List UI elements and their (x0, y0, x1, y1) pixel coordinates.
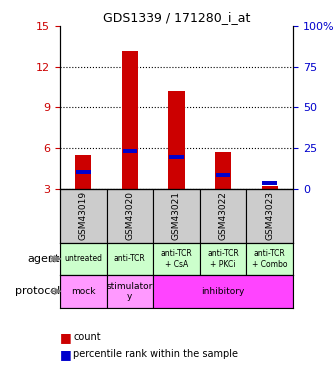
FancyBboxPatch shape (107, 189, 153, 243)
FancyBboxPatch shape (246, 189, 293, 243)
Text: anti-TCR
+ CsA: anti-TCR + CsA (161, 249, 192, 268)
FancyBboxPatch shape (153, 189, 200, 243)
Text: anti-TCR
+ PKCi: anti-TCR + PKCi (207, 249, 239, 268)
Text: percentile rank within the sample: percentile rank within the sample (73, 350, 238, 359)
Text: GSM43020: GSM43020 (125, 191, 135, 240)
Bar (169, 155, 184, 159)
Text: count: count (73, 333, 101, 342)
Text: ■: ■ (60, 348, 72, 361)
FancyBboxPatch shape (60, 275, 107, 308)
Bar (216, 173, 230, 177)
Bar (168, 91, 184, 189)
Text: untreated: untreated (64, 254, 102, 263)
Text: anti-TCR: anti-TCR (114, 254, 146, 263)
Bar (122, 51, 138, 189)
FancyBboxPatch shape (60, 189, 107, 243)
FancyBboxPatch shape (107, 243, 153, 275)
Text: mock: mock (71, 287, 96, 296)
FancyBboxPatch shape (246, 243, 293, 275)
Text: anti-TCR
+ Combo: anti-TCR + Combo (252, 249, 287, 268)
Text: protocol: protocol (15, 286, 60, 296)
Bar (215, 152, 231, 189)
Text: inhibitory: inhibitory (201, 287, 245, 296)
FancyBboxPatch shape (200, 189, 246, 243)
Text: GSM43023: GSM43023 (265, 191, 274, 240)
FancyBboxPatch shape (153, 243, 200, 275)
Text: GSM43021: GSM43021 (172, 191, 181, 240)
Bar (76, 170, 91, 174)
Text: stimulator
y: stimulator y (107, 282, 153, 301)
FancyBboxPatch shape (107, 275, 153, 308)
Text: GSM43022: GSM43022 (218, 191, 228, 240)
Bar (262, 186, 278, 189)
Bar (262, 181, 277, 185)
Bar (123, 148, 137, 153)
Text: GSM43019: GSM43019 (79, 191, 88, 240)
Bar (75, 155, 91, 189)
Text: ■: ■ (60, 331, 72, 344)
FancyBboxPatch shape (153, 275, 293, 308)
FancyBboxPatch shape (60, 243, 107, 275)
FancyBboxPatch shape (200, 243, 246, 275)
Text: agent: agent (28, 254, 60, 264)
Title: GDS1339 / 171280_i_at: GDS1339 / 171280_i_at (103, 11, 250, 24)
